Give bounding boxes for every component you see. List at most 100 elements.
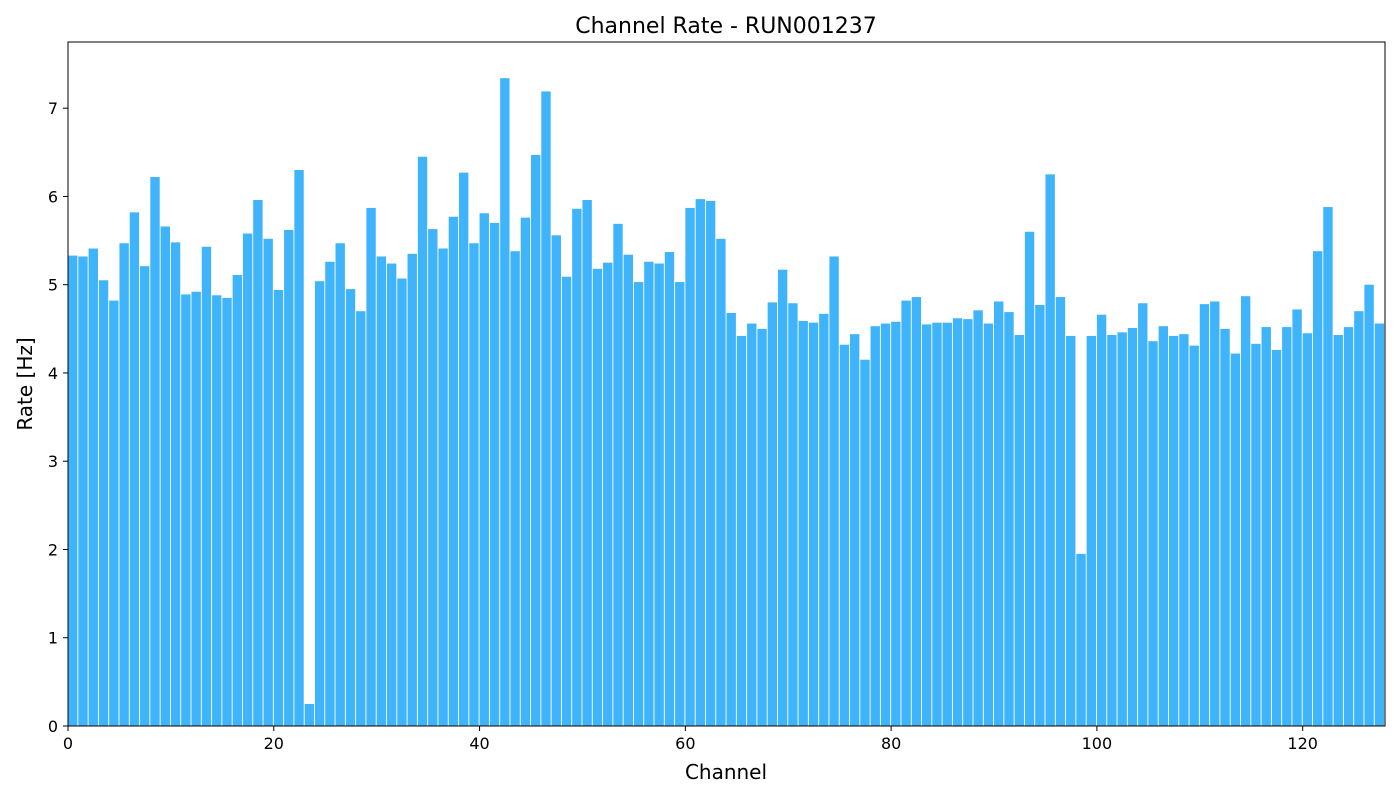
- bar-channel-13: [201, 246, 212, 726]
- bar-channel-56: [644, 261, 654, 726]
- bar-channel-35: [428, 229, 438, 726]
- bar-channel-54: [623, 254, 633, 726]
- bar-channel-0: [68, 255, 78, 726]
- bar-channel-60: [685, 207, 695, 726]
- bar-channel-30: [376, 256, 387, 726]
- bar-channel-119: [1292, 309, 1302, 726]
- x-tick-label-20: 20: [264, 734, 284, 753]
- bar-channel-17: [242, 233, 253, 726]
- bar-channel-24: [314, 281, 325, 726]
- bar-channel-29: [366, 207, 376, 726]
- bar-channel-82: [911, 297, 922, 726]
- bar-channel-125: [1354, 311, 1364, 726]
- bar-channel-12: [191, 291, 201, 726]
- x-axis-label: Channel: [685, 760, 767, 784]
- bar-channel-127: [1374, 323, 1385, 726]
- x-tick-label-40: 40: [469, 734, 489, 753]
- x-tick-label-80: 80: [881, 734, 901, 753]
- bar-channel-48: [561, 276, 572, 726]
- y-tick-label-6: 6: [48, 187, 58, 206]
- bar-channel-67: [757, 328, 767, 726]
- bar-channel-25: [325, 261, 335, 726]
- bar-channel-114: [1240, 296, 1251, 726]
- axes-group: 0 20 40 60 80 100 120 0 1 2 3 4 5 6 7: [48, 41, 1386, 753]
- bar-channel-98: [1076, 553, 1086, 726]
- bar-channel-32: [397, 278, 407, 726]
- bar-channel-26: [335, 243, 345, 726]
- bar-channel-42: [500, 78, 510, 727]
- bar-channel-118: [1282, 327, 1292, 726]
- bar-channel-72: [808, 322, 819, 726]
- bar-channel-71: [798, 320, 808, 726]
- y-axis-label: Rate [Hz]: [13, 337, 37, 430]
- bar-channel-16: [232, 275, 243, 726]
- bar-channel-70: [788, 303, 798, 726]
- bar-channel-63: [716, 238, 726, 726]
- bar-channel-45: [531, 154, 541, 726]
- bar-channel-62: [705, 200, 716, 727]
- bar-channel-1: [78, 256, 88, 726]
- bar-channel-90: [994, 301, 1004, 726]
- bar-channel-58: [664, 252, 675, 726]
- bar-channel-5: [119, 243, 129, 726]
- bar-channel-33: [407, 253, 417, 727]
- bar-channel-73: [819, 313, 829, 726]
- bar-channel-96: [1055, 297, 1066, 726]
- bar-channel-113: [1230, 353, 1241, 726]
- bar-channel-115: [1251, 343, 1261, 726]
- x-tick-label-60: 60: [675, 734, 695, 753]
- bar-channel-23: [304, 703, 315, 726]
- bar-channel-99: [1086, 335, 1097, 726]
- bar-channel-52: [603, 262, 613, 726]
- bar-channel-117: [1271, 350, 1282, 726]
- bar-channel-87: [963, 319, 973, 726]
- bar-channel-28: [356, 311, 366, 726]
- bar-channel-2: [88, 248, 98, 726]
- bar-channel-94: [1035, 305, 1045, 726]
- bar-channel-69: [777, 269, 788, 726]
- bar-channel-4: [109, 300, 119, 726]
- bar-channel-3: [98, 280, 109, 726]
- bar-channel-100: [1096, 314, 1107, 726]
- x-tick-label-120: 120: [1287, 734, 1318, 753]
- bar-channel-121: [1312, 251, 1323, 726]
- bar-channel-14: [212, 295, 222, 726]
- bars-group: [68, 78, 1385, 727]
- bar-channel-75: [839, 344, 850, 726]
- bar-channel-77: [860, 359, 870, 726]
- bar-channel-122: [1323, 207, 1333, 726]
- bar-channel-79: [880, 323, 891, 726]
- bar-channel-126: [1364, 284, 1374, 726]
- chart-title: Channel Rate - RUN001237: [575, 14, 877, 39]
- bar-channel-6: [129, 212, 140, 726]
- bar-channel-102: [1117, 332, 1127, 726]
- plot-frame: [67, 41, 1386, 727]
- bar-channel-27: [345, 289, 356, 726]
- bar-channel-108: [1179, 334, 1189, 726]
- bar-channel-68: [767, 302, 778, 726]
- bar-channel-47: [551, 235, 561, 726]
- bar-channel-89: [983, 323, 994, 726]
- bar-channel-120: [1302, 333, 1313, 726]
- bar-channel-93: [1024, 231, 1035, 727]
- bar-channel-8: [150, 177, 160, 726]
- bar-channel-64: [726, 312, 736, 726]
- bar-channel-92: [1014, 335, 1024, 726]
- bar-channel-101: [1107, 335, 1117, 726]
- bar-channel-80: [891, 321, 901, 726]
- bar-channel-41: [489, 222, 500, 727]
- bar-channel-84: [932, 322, 942, 726]
- bar-channel-66: [747, 323, 757, 726]
- bar-channel-15: [222, 297, 232, 726]
- bar-channel-51: [592, 268, 603, 726]
- bar-channel-83: [921, 324, 932, 726]
- bar-channel-39: [469, 243, 479, 726]
- y-tick-label-4: 4: [48, 364, 58, 383]
- bar-channel-38: [458, 172, 469, 726]
- y-tick-label-2: 2: [48, 540, 58, 559]
- y-tick-label-3: 3: [48, 452, 58, 471]
- bar-channel-59: [675, 282, 685, 726]
- bar-channel-36: [438, 248, 448, 726]
- bar-channel-40: [479, 213, 489, 726]
